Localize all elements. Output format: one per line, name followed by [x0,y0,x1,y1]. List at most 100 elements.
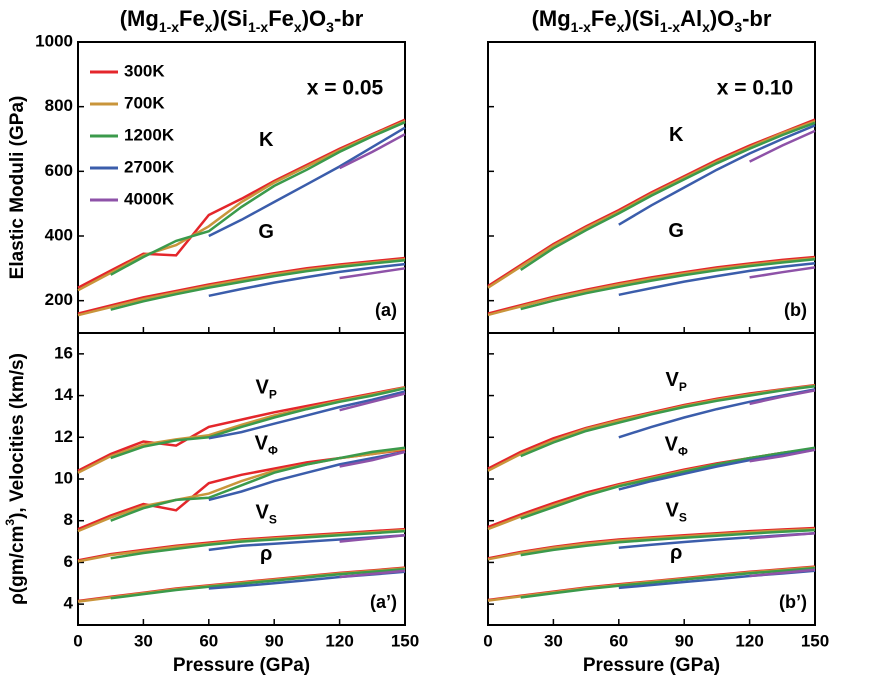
data-line [339,450,406,468]
x-axis-label: Pressure (GPa) [173,655,310,676]
x-tick-label: 150 [391,631,419,650]
x-tick-label: 0 [483,631,492,650]
x-tick-label: 150 [801,631,829,650]
chart-title: (Mg1-xFex)(Si1-xAlx)O3-br [532,6,772,35]
curve-label: VS [256,502,277,527]
data-line [487,447,816,531]
curve-label: VS [666,500,687,525]
curve-label-part: G [258,221,274,243]
x-axis-label: Pressure (GPa) [583,655,720,676]
y-tick-label: 10 [54,468,73,487]
y-tick-label: 800 [45,96,73,115]
curve-label-part: ρ [260,543,272,565]
data-line [208,450,406,502]
chart-title-part: )O [710,6,734,31]
data-line [487,257,816,317]
data-line [749,129,816,163]
data-line [77,386,406,474]
curve-label-part: S [679,510,687,524]
legend-label: 4000K [124,189,175,208]
curve-label-part: V [255,433,269,455]
chart-title-part: (Mg [532,6,571,31]
y-tick-label: 6 [64,552,73,571]
legend-label: 700K [124,93,165,112]
data-line [520,446,816,520]
data-line [520,258,816,311]
data-line [618,261,816,297]
chart-title-part: 1-x [571,19,591,35]
data-line [77,120,406,292]
y-tick-label: 400 [45,225,73,244]
y-axis-label: Elastic Moduli (GPa) [7,96,28,280]
data-line [110,567,406,600]
chart-title-part: )O [302,6,326,31]
curve-label-part: P [269,387,277,401]
curve-label-part: Φ [678,445,688,459]
chart-title-part: Fe [179,6,205,31]
annotation: x = 0.10 [717,77,793,100]
data-line [749,266,816,279]
x-tick-label: 60 [609,631,628,650]
y-tick-label: 4 [64,594,74,613]
chart-title-part: 3 [326,19,334,35]
curve-label-part: K [669,124,684,146]
chart-title-part: )(Si [213,6,248,31]
chart-title-part: -br [334,6,364,31]
panel-label: (a’) [370,592,397,612]
x-tick-label: 90 [265,631,284,650]
curve-label-part: V [665,434,679,456]
x-tick-label: 90 [675,631,694,650]
curve-label-part: V [666,500,680,522]
chart-title-part: x [205,19,213,35]
y-tick-label: 200 [45,290,73,309]
data-line [487,447,816,529]
data-line [110,259,406,311]
panel-label: (b) [784,300,807,320]
curve-label: VΦ [665,434,688,459]
y-axis-label-part: 3 [3,519,17,526]
x-tick-label: 30 [544,631,563,650]
data-line [520,566,816,599]
x-tick-label: 0 [73,631,82,650]
curve-label: VP [256,377,277,402]
legend-label: 2700K [124,157,175,176]
curve-label-part: Φ [268,444,278,458]
data-line [208,126,406,238]
chart-title-part: Al [680,6,702,31]
curve-label-part: V [256,502,270,524]
x-tick-label: 60 [199,631,218,650]
y-tick-label: 16 [54,343,73,362]
data-line [208,262,406,298]
chart-title-part: Fe [591,6,617,31]
y-tick-label: 600 [45,161,73,180]
data-line [749,389,816,406]
curve-label: G [258,221,274,243]
chart-title-part: x [702,19,710,35]
data-line [520,384,816,458]
data-line [77,258,406,317]
panel-label: (a) [375,300,397,320]
chart-title-part: 1-x [159,19,179,35]
curve-label: G [668,220,684,242]
data-line [487,255,816,315]
y-tick-label: 14 [54,385,73,404]
data-line [208,390,406,440]
data-line [339,133,406,170]
data-line [749,568,816,578]
data-line [110,529,406,560]
data-line [339,392,406,412]
data-line [110,446,406,522]
y-axis-label-part: ), Velocities (km/s) [7,353,28,519]
data-line [520,528,816,557]
y-tick-label: 1000 [35,31,73,50]
curve-label-part: V [666,369,680,391]
data-line [110,121,406,276]
curve-label: K [259,129,274,151]
curve-label: ρ [260,543,272,565]
data-line [339,534,406,543]
curve-label: VP [666,369,687,394]
y-axis-label-part: ρ(gm/cm [7,526,28,605]
y-axis-label-part: Elastic Moduli (GPa) [7,96,28,280]
y-tick-label: 8 [64,510,73,529]
